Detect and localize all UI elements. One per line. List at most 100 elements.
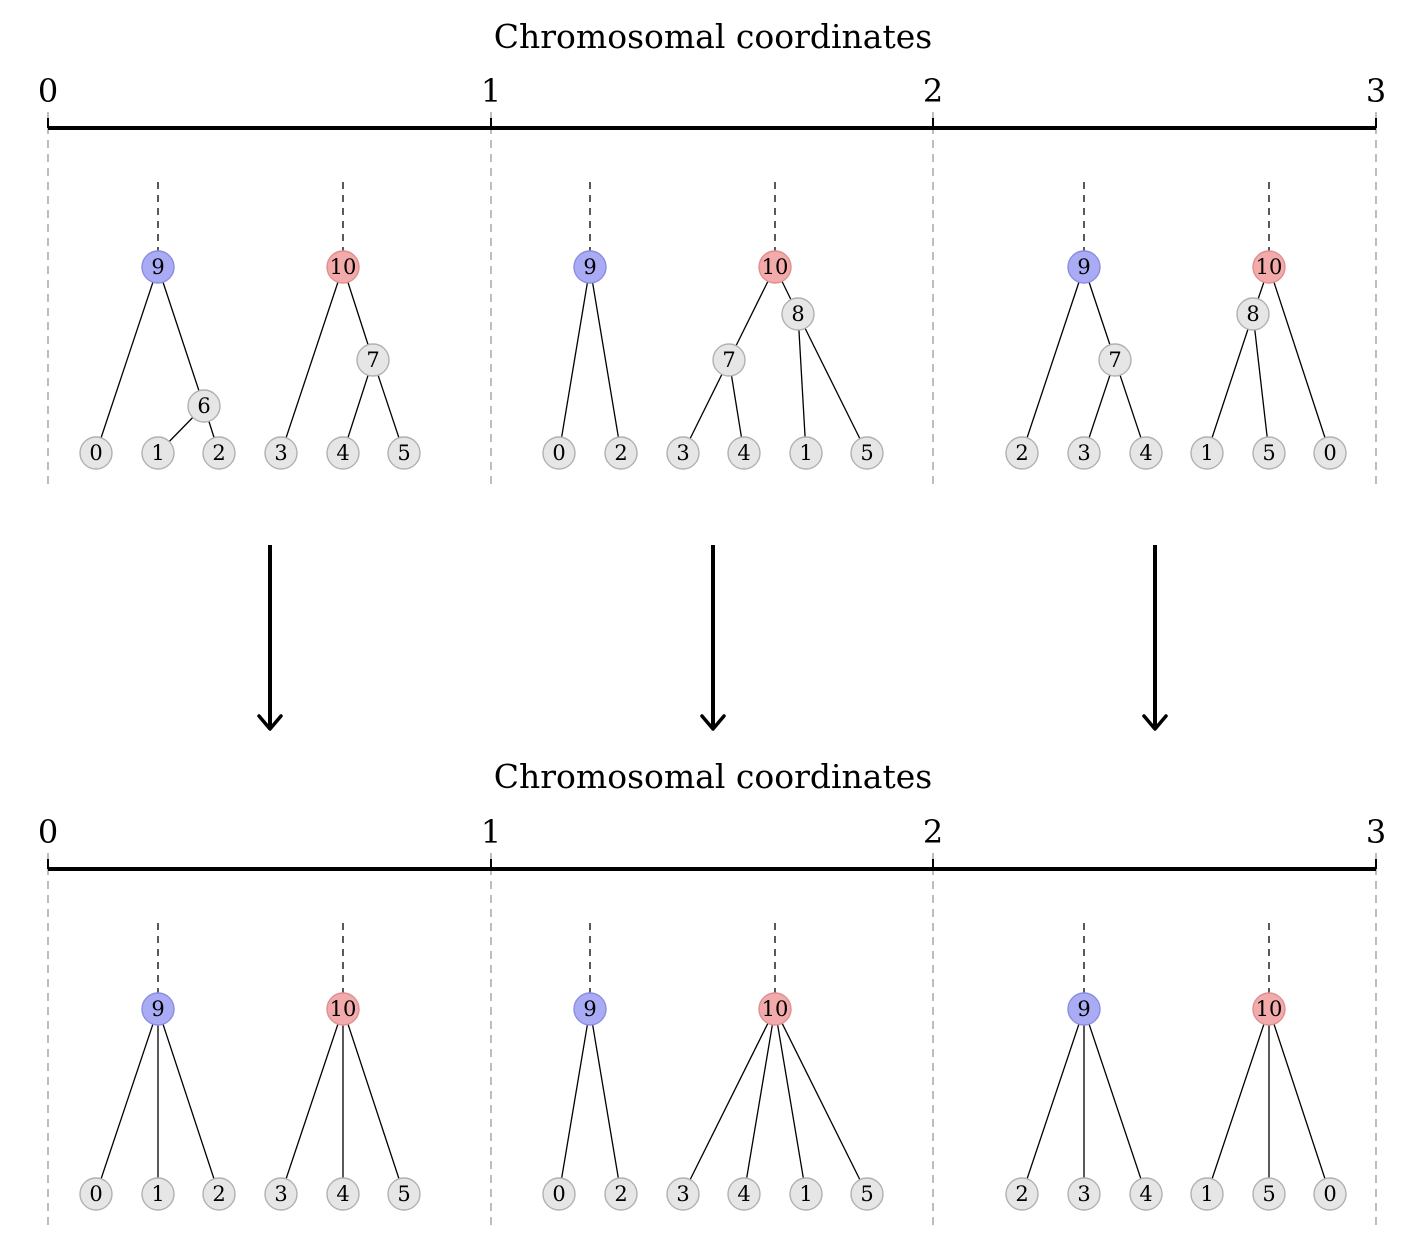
sample-node: 0 — [1313, 1177, 1347, 1211]
node-label: 4 — [336, 441, 349, 465]
node-label: 10 — [762, 255, 789, 279]
tree-edge — [1206, 313, 1254, 454]
internal-node: 8 — [781, 297, 815, 331]
node-label: 1 — [799, 441, 812, 465]
node-label: 1 — [1200, 1182, 1213, 1206]
node-label: 2 — [614, 1182, 627, 1206]
sample-node: 4 — [326, 436, 360, 470]
down-arrow-icon — [700, 545, 726, 731]
tree-edge — [280, 266, 344, 454]
node-label: 9 — [151, 997, 164, 1021]
node-label: 5 — [1262, 1182, 1275, 1206]
node-label: 9 — [151, 255, 164, 279]
internal-node: 7 — [1098, 343, 1132, 377]
tree-edge — [95, 1008, 159, 1195]
root-node-9: 9 — [1067, 992, 1101, 1026]
node-label: 7 — [1108, 348, 1121, 372]
node-label: 1 — [799, 1182, 812, 1206]
tick-label: 1 — [481, 813, 501, 851]
tick-label: 2 — [923, 813, 943, 851]
root-node-10: 10 — [1252, 250, 1286, 284]
node-label: 5 — [397, 1182, 410, 1206]
tree-edge — [589, 1008, 622, 1195]
sample-node: 5 — [387, 1177, 421, 1211]
sample-node: 0 — [79, 1177, 113, 1211]
node-label: 4 — [336, 1182, 349, 1206]
sample-node: 5 — [387, 436, 421, 470]
sample-node: 4 — [1129, 436, 1163, 470]
tree-edge — [558, 1008, 591, 1195]
sample-node: 2 — [604, 436, 638, 470]
sample-node: 3 — [264, 1177, 298, 1211]
tree-edge — [797, 313, 868, 454]
transition-arrows — [257, 545, 1168, 731]
node-label: 3 — [274, 1182, 287, 1206]
node-label: 0 — [89, 441, 102, 465]
tree-edge — [1083, 1008, 1147, 1195]
tick-label: 3 — [1366, 813, 1386, 851]
sample-node: 2 — [604, 1177, 638, 1211]
genealogy-interval: 6 7 0 1 2 3 4 5 9 10 — [79, 182, 421, 470]
sample-node: 0 — [542, 1177, 576, 1211]
node-label: 5 — [1262, 441, 1275, 465]
sample-node: 1 — [789, 436, 823, 470]
node-label: 0 — [89, 1182, 102, 1206]
tree-edge — [1206, 1008, 1270, 1195]
sample-node: 3 — [1067, 1177, 1101, 1211]
sample-node: 2 — [202, 1177, 236, 1211]
sample-node: 5 — [1252, 436, 1286, 470]
node-label: 7 — [722, 348, 735, 372]
node-label: 2 — [212, 441, 225, 465]
node-label: 3 — [274, 441, 287, 465]
sample-node: 3 — [264, 436, 298, 470]
tick-label: 1 — [481, 72, 501, 110]
sample-node: 5 — [850, 436, 884, 470]
tick-label: 3 — [1366, 72, 1386, 110]
sample-node: 1 — [1190, 1177, 1224, 1211]
node-label: 0 — [552, 441, 565, 465]
node-label: 0 — [552, 1182, 565, 1206]
sample-node: 4 — [326, 1177, 360, 1211]
sample-node: 1 — [789, 1177, 823, 1211]
node-label: 7 — [366, 348, 379, 372]
tree-edge — [797, 313, 807, 454]
genealogy-interval: 0 2 3 4 1 5 9 10 — [542, 923, 884, 1211]
internal-node: 8 — [1236, 297, 1270, 331]
internal-node: 6 — [187, 389, 221, 423]
node-label: 3 — [1077, 441, 1090, 465]
root-node-9: 9 — [573, 250, 607, 284]
tree-edge — [1268, 266, 1331, 454]
tree-edge — [1021, 266, 1085, 454]
sample-node: 5 — [850, 1177, 884, 1211]
node-label: 10 — [1256, 255, 1283, 279]
axis-title: Chromosomal coordinates — [494, 757, 932, 796]
internal-node: 7 — [356, 343, 390, 377]
tree-edge — [589, 266, 622, 454]
node-label: 9 — [583, 997, 596, 1021]
axis-title: Chromosomal coordinates — [494, 17, 932, 56]
node-label: 3 — [1077, 1182, 1090, 1206]
down-arrow-icon — [1142, 545, 1168, 731]
node-label: 2 — [614, 441, 627, 465]
sample-node: 0 — [1313, 436, 1347, 470]
node-label: 3 — [676, 441, 689, 465]
root-node-10: 10 — [326, 250, 360, 284]
node-label: 6 — [197, 394, 210, 418]
sample-node: 1 — [1190, 436, 1224, 470]
node-label: 2 — [1015, 441, 1028, 465]
node-label: 10 — [762, 997, 789, 1021]
sample-node: 2 — [202, 436, 236, 470]
sample-node: 3 — [1067, 436, 1101, 470]
node-label: 2 — [212, 1182, 225, 1206]
node-label: 1 — [151, 1182, 164, 1206]
root-node-9: 9 — [1067, 250, 1101, 284]
node-label: 3 — [676, 1182, 689, 1206]
internal-node: 7 — [712, 343, 746, 377]
node-label: 9 — [1077, 997, 1090, 1021]
tree-edge — [342, 1008, 405, 1195]
node-label: 5 — [860, 441, 873, 465]
tree-edge — [774, 1008, 868, 1195]
tree-edge — [682, 359, 730, 454]
